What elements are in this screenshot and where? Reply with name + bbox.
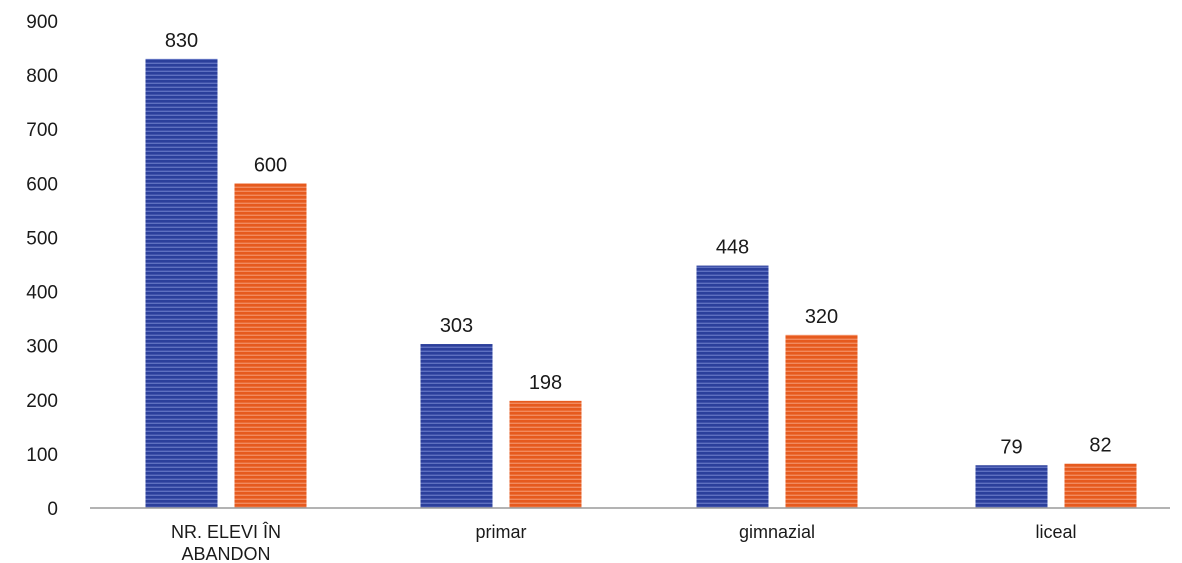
bar — [1064, 463, 1137, 508]
y-tick-label: 700 — [26, 120, 58, 141]
y-tick-label: 200 — [26, 391, 58, 412]
bar — [145, 58, 218, 508]
y-axis-tick-labels: 0 100 200 300 400 500 600 700 800 900 — [26, 12, 58, 520]
category-label: primar — [475, 522, 526, 542]
category-label-line: gimnazial — [739, 522, 815, 542]
category-label: NR. ELEVI ÎN ABANDON — [171, 522, 281, 563]
y-tick-label: 300 — [26, 337, 58, 358]
bar — [509, 400, 582, 508]
category-label: gimnazial — [739, 522, 815, 542]
category-label-line: NR. ELEVI ÎN — [171, 522, 281, 542]
y-tick-label: 100 — [26, 445, 58, 466]
category-labels-group: NR. ELEVI ÎN ABANDON primar gimnazial liceal — [171, 522, 1077, 563]
bar — [234, 183, 307, 509]
y-tick-label: 800 — [26, 66, 58, 87]
bar — [975, 465, 1048, 508]
data-label: 600 — [254, 154, 287, 176]
category-label-line: primar — [475, 522, 526, 542]
y-tick-label: 900 — [26, 12, 58, 33]
category-label: liceal — [1035, 522, 1076, 542]
data-labels-group: 830 303 448 79 600 198 320 82 — [165, 30, 1112, 458]
bar — [785, 334, 858, 508]
data-label: 79 — [1000, 436, 1022, 458]
y-tick-label: 0 — [47, 499, 58, 520]
bars-group — [145, 58, 1137, 509]
data-label: 448 — [716, 237, 749, 259]
bar — [696, 265, 769, 508]
data-label: 303 — [440, 315, 473, 337]
bar — [420, 344, 493, 508]
y-tick-label: 500 — [26, 228, 58, 249]
y-tick-label: 600 — [26, 174, 58, 195]
data-label: 830 — [165, 30, 198, 52]
data-label: 320 — [805, 306, 838, 328]
category-label-line: liceal — [1035, 522, 1076, 542]
y-tick-label: 400 — [26, 283, 58, 304]
category-label-line: ABANDON — [181, 544, 270, 563]
data-label: 198 — [529, 372, 562, 394]
data-label: 82 — [1089, 435, 1111, 457]
